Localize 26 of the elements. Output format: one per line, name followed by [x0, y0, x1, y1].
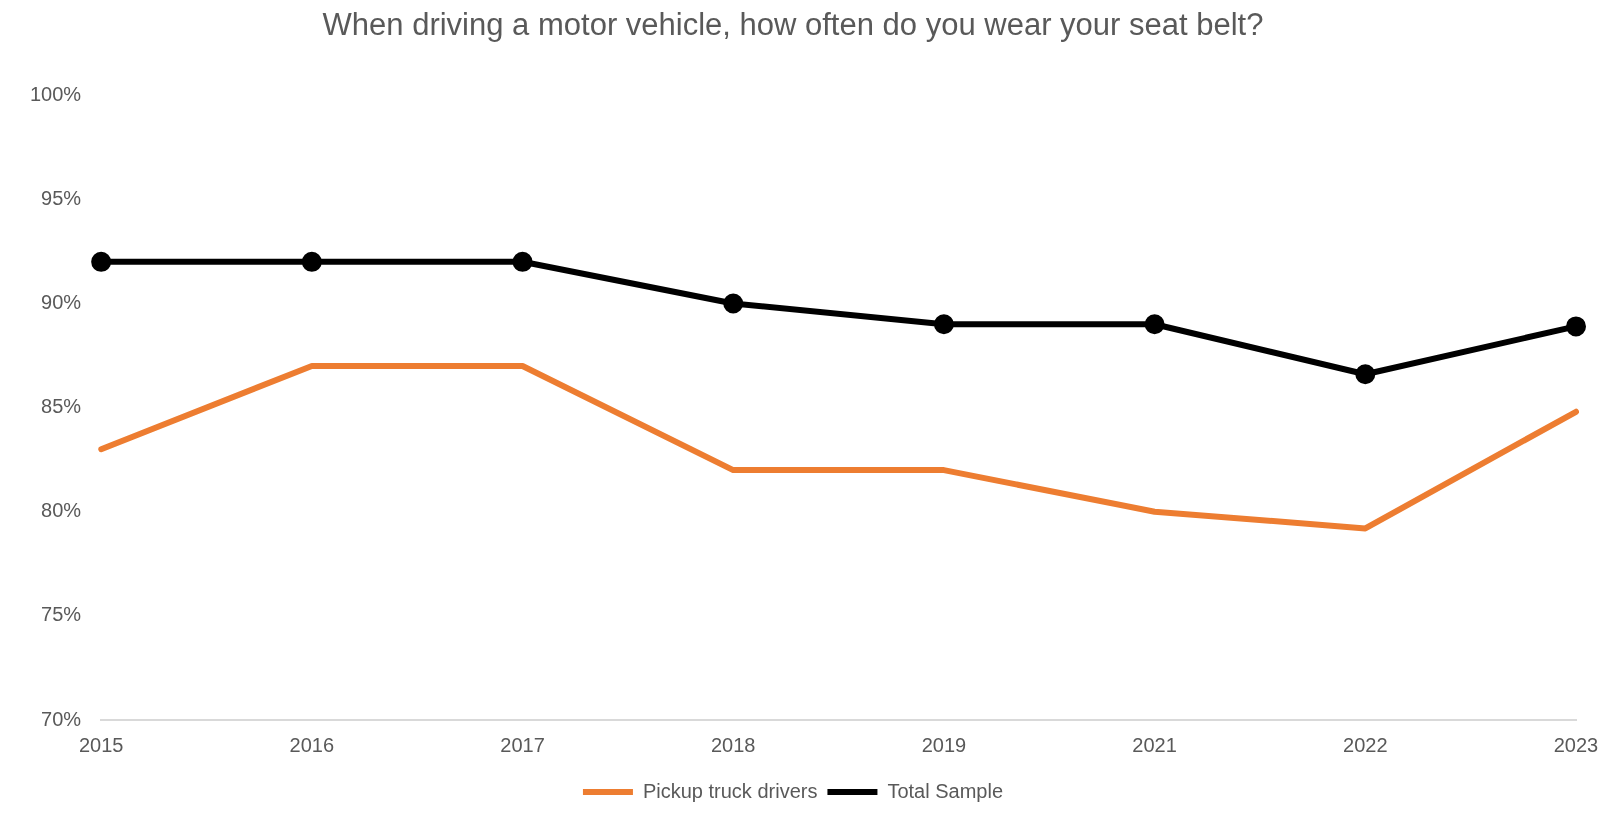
legend-label: Total Sample — [887, 779, 1004, 802]
point — [301, 251, 322, 272]
y-tick-label: 70% — [41, 707, 82, 730]
point — [512, 251, 533, 272]
x-tick-label: 2021 — [1132, 733, 1177, 756]
x-tick-label: 2022 — [1343, 733, 1388, 756]
x-tick-label: 2015 — [78, 733, 124, 756]
point — [933, 314, 954, 335]
point — [723, 293, 744, 314]
x-tick-label: 2023 — [1553, 733, 1599, 756]
x-tick-label: 2019 — [921, 733, 967, 756]
y-tick-label: 85% — [41, 395, 82, 418]
y-tick-label: 80% — [41, 499, 82, 522]
legend-label: Pickup truck drivers — [642, 779, 818, 802]
chart-title: When driving a motor vehicle, how often do you wear your seat belt? — [322, 7, 1264, 43]
point — [1566, 316, 1586, 337]
point — [91, 251, 112, 272]
y-tick-label: 75% — [41, 603, 82, 626]
x-tick-label: 2018 — [710, 733, 756, 756]
point — [1144, 314, 1165, 335]
x-tick-label: 2017 — [500, 733, 545, 756]
x-tick-label: 2016 — [289, 733, 335, 756]
y-tick-label: 95% — [41, 186, 82, 209]
y-tick-label: 90% — [41, 290, 82, 313]
y-tick-label: 100% — [30, 82, 82, 105]
point — [1355, 364, 1376, 385]
